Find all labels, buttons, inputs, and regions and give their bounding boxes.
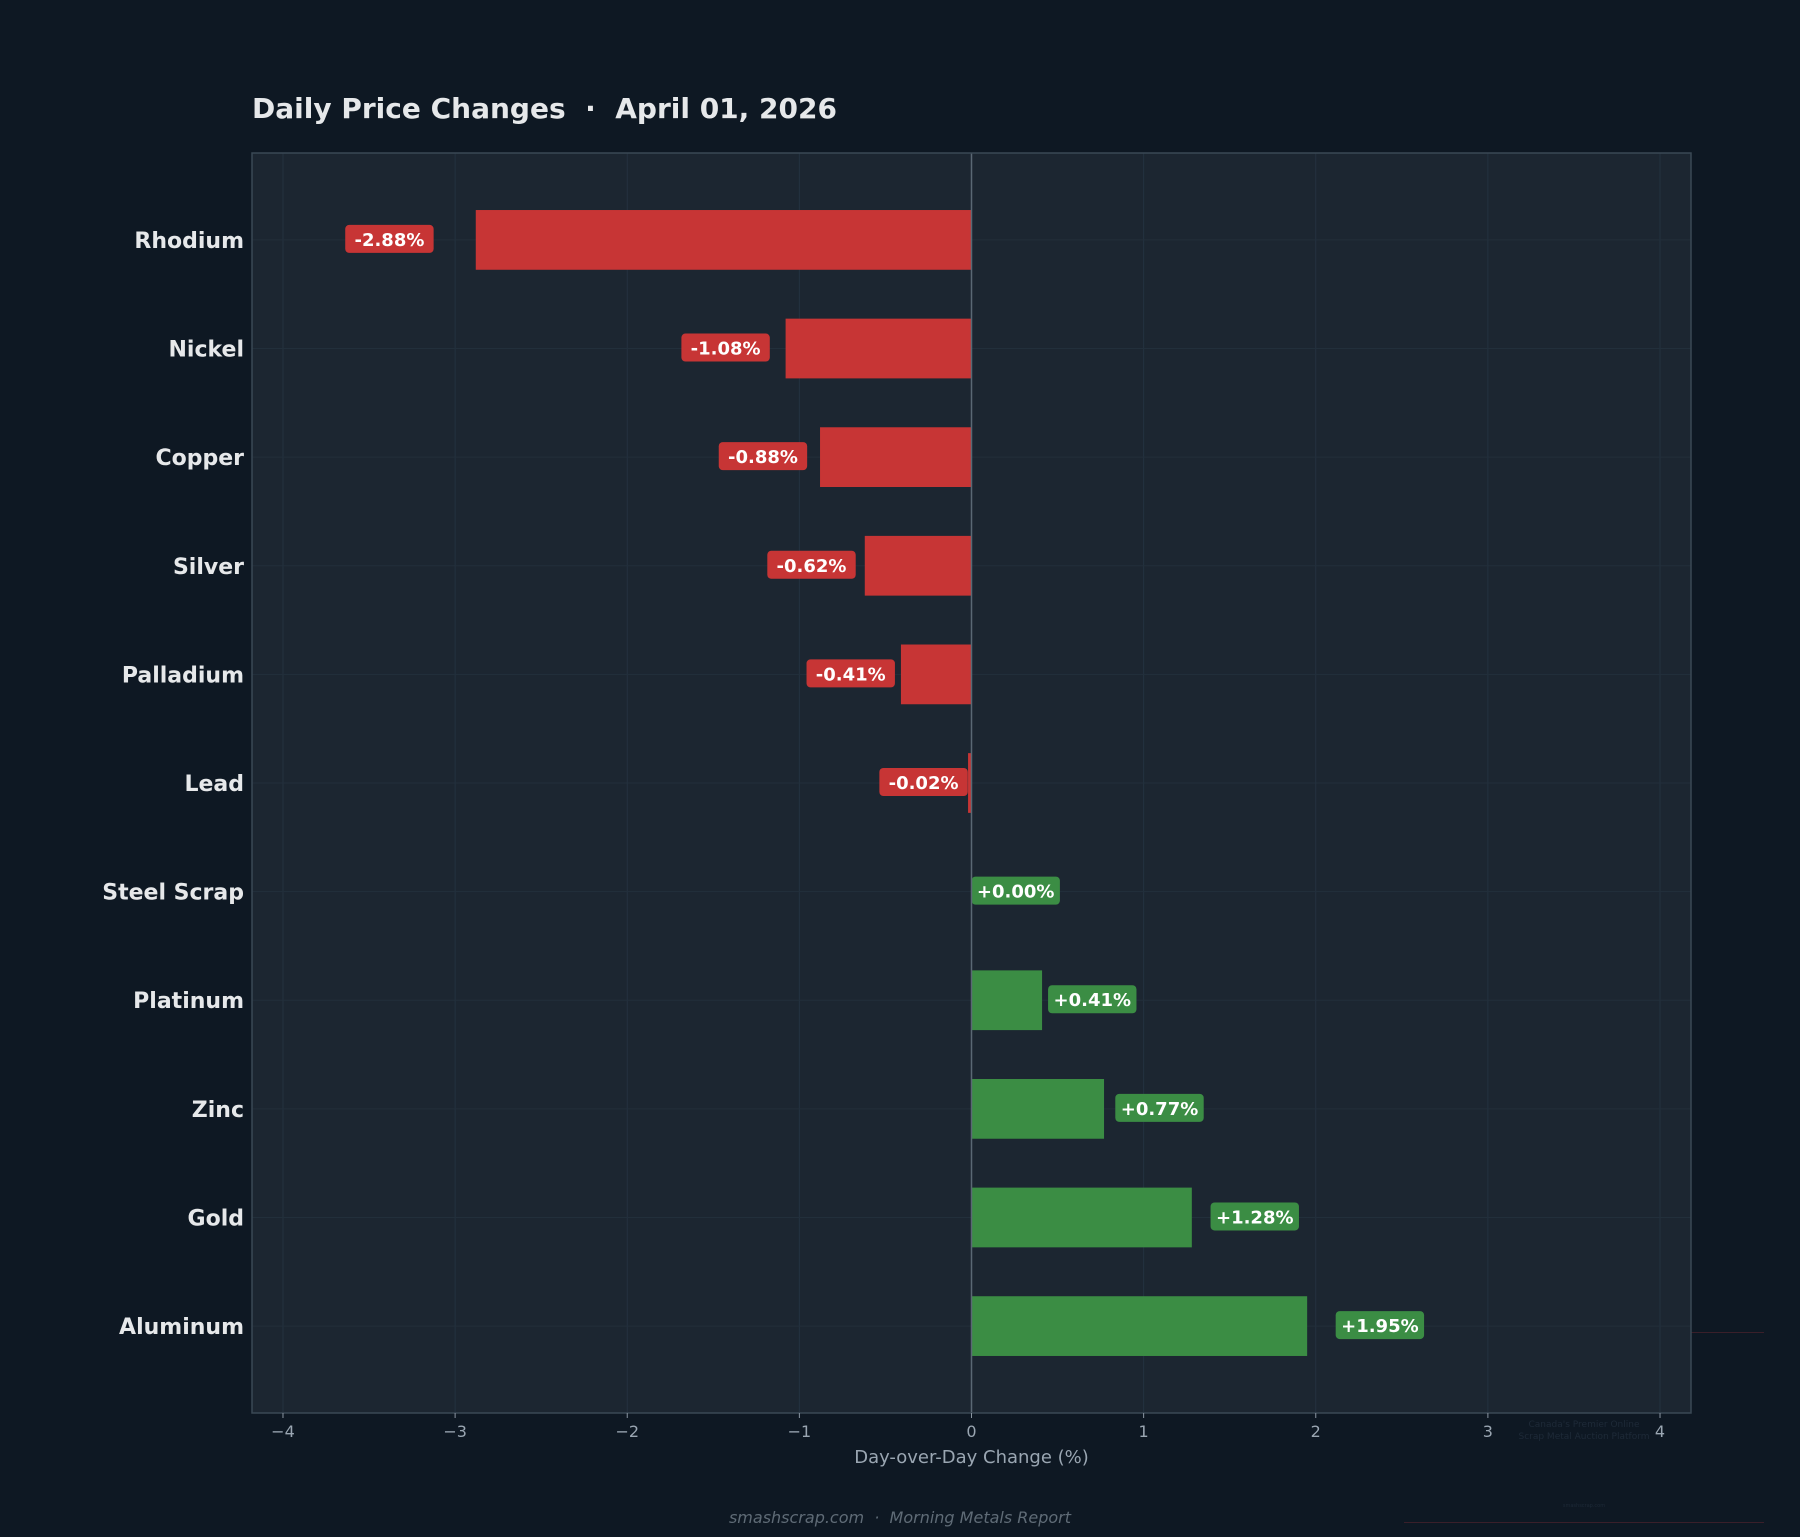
data-label-box [1115, 1093, 1204, 1122]
y-tick-label: Silver [173, 555, 244, 580]
bar-lead [968, 753, 972, 813]
data-label: -1.08% [691, 339, 761, 360]
y-tick-label: Platinum [133, 989, 244, 1014]
x-tick-label: 1 [1139, 1422, 1149, 1441]
data-label-box [345, 224, 434, 253]
data-label: +1.28% [1216, 1207, 1294, 1228]
data-label: -0.02% [889, 773, 959, 794]
bar-nickel [785, 318, 972, 379]
bar-copper [820, 427, 972, 488]
data-label-box [1210, 1202, 1299, 1231]
y-tick-label: Palladium [122, 663, 244, 688]
data-label: +1.95% [1341, 1316, 1419, 1337]
bar-silver [864, 535, 972, 596]
data-label: +0.00% [977, 882, 1055, 903]
data-label: -0.41% [816, 664, 886, 685]
y-tick-label: Rhodium [134, 229, 244, 254]
y-tick-label: Gold [188, 1206, 244, 1231]
x-tick-label: −1 [788, 1422, 812, 1441]
data-label-box [681, 333, 770, 362]
bar-rhodium [475, 210, 972, 270]
y-tick-label: Zinc [192, 1098, 244, 1123]
x-tick-label: −4 [271, 1422, 295, 1441]
data-label-box [767, 550, 856, 579]
y-tick-label: Copper [155, 446, 244, 471]
data-label-box [1335, 1311, 1425, 1340]
data-label: +0.41% [1054, 990, 1132, 1011]
data-label-box [1048, 985, 1137, 1014]
bar-platinum [971, 970, 1043, 1031]
x-tick-label: 3 [1483, 1422, 1493, 1441]
watermark-line2: Scrap Metal Auction Platform [1518, 1432, 1650, 1442]
x-tick-label: 2 [1311, 1422, 1321, 1441]
data-label-box [718, 442, 808, 471]
watermark-site: smashscrap.com [1562, 1503, 1606, 1509]
y-tick-label: Lead [184, 772, 244, 797]
bar-gold [971, 1187, 1192, 1248]
bar-palladium [900, 644, 972, 705]
data-label: -0.62% [777, 556, 847, 577]
chart-title: Daily Price Changes · April 01, 2026 [252, 92, 837, 125]
y-tick-label: Nickel [169, 338, 245, 363]
y-tick-label: Aluminum [119, 1315, 244, 1340]
x-tick-label: 4 [1655, 1422, 1665, 1441]
data-label-box [806, 659, 895, 688]
watermark-line1: Canada's Premier Online [1528, 1420, 1640, 1430]
footer: smashscrap.com · Morning Metals Report [728, 1508, 1072, 1527]
bar-aluminum [971, 1296, 1308, 1356]
data-label: +0.77% [1121, 1099, 1199, 1120]
x-tick-label: −2 [615, 1422, 639, 1441]
data-label: -0.88% [728, 447, 798, 468]
x-axis-label: Day-over-Day Change (%) [854, 1447, 1089, 1468]
y-tick-label: Steel Scrap [102, 881, 244, 906]
x-tick-label: 0 [966, 1422, 976, 1441]
data-label-box [971, 876, 1060, 905]
data-label-box [879, 768, 968, 796]
x-tick-label: −3 [443, 1422, 467, 1441]
bar-zinc [971, 1078, 1105, 1139]
data-label: -2.88% [354, 230, 424, 251]
